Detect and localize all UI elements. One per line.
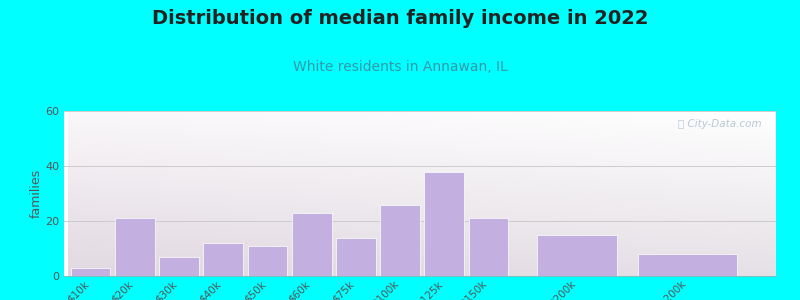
Bar xyxy=(159,257,199,276)
Bar xyxy=(380,205,420,276)
Text: White residents in Annawan, IL: White residents in Annawan, IL xyxy=(293,60,507,74)
Bar xyxy=(115,218,154,276)
Text: Distribution of median family income in 2022: Distribution of median family income in … xyxy=(152,9,648,28)
Bar xyxy=(469,218,509,276)
Bar xyxy=(203,243,243,276)
Y-axis label: families: families xyxy=(30,169,42,218)
Bar xyxy=(247,246,287,276)
Bar xyxy=(336,238,376,276)
Bar xyxy=(537,235,617,276)
Bar xyxy=(425,172,464,276)
Text: Ⓣ City-Data.com: Ⓣ City-Data.com xyxy=(678,119,762,129)
Bar xyxy=(70,268,110,276)
Bar xyxy=(292,213,331,276)
Bar xyxy=(638,254,738,276)
